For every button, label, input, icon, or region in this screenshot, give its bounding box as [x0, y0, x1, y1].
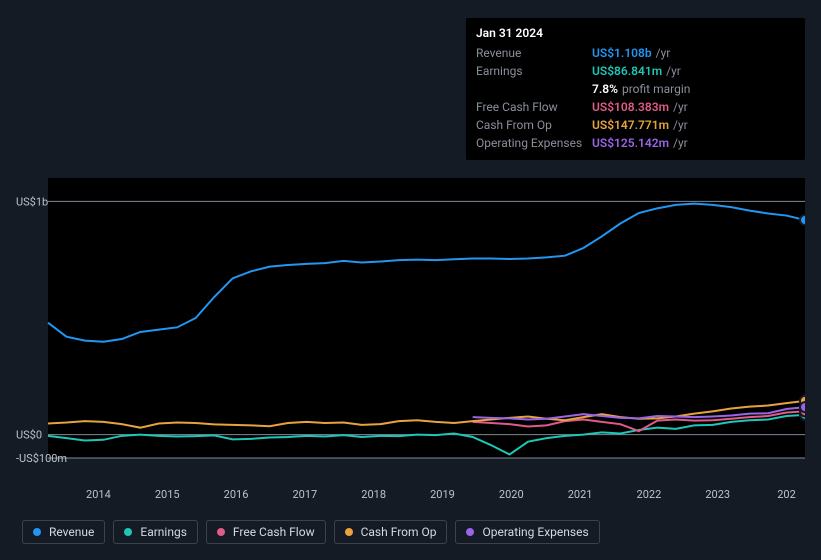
x-tick: 2023	[683, 488, 752, 501]
tooltip-value: US$147.771m	[592, 118, 669, 132]
legend-label: Cash From Op	[361, 525, 437, 539]
tooltip-label: Cash From Op	[476, 118, 592, 132]
x-tick: 2022	[615, 488, 684, 501]
tooltip-row: Operating ExpensesUS$125.142m/yr	[476, 134, 795, 152]
legend-item[interactable]: Revenue	[22, 520, 105, 544]
chart-legend: Revenue Earnings Free Cash Flow Cash From O…	[22, 520, 600, 544]
tooltip-unit: /yr	[673, 118, 688, 132]
x-tick: 2017	[270, 488, 339, 501]
legend-item[interactable]: Cash From Op	[334, 520, 448, 544]
legend-label: Earnings	[140, 525, 187, 539]
legend-label: Operating Expenses	[482, 525, 588, 539]
line-chart[interactable]: US$1bUS$0-US$100m 2014201520162017201820…	[16, 158, 805, 478]
tooltip-row: RevenueUS$1.108b/yr	[476, 44, 795, 62]
hover-tooltip: Jan 31 2024 RevenueUS$1.108b/yrEarningsU…	[466, 18, 805, 160]
tooltip-value: US$108.383m	[592, 100, 669, 114]
tooltip-value: US$1.108b	[592, 46, 652, 60]
tooltip-unit: /yr	[673, 100, 688, 114]
legend-item[interactable]: Free Cash Flow	[206, 520, 326, 544]
chart-canvas: US$1b US$0 -US$100m	[16, 158, 805, 478]
tooltip-unit: /yr	[673, 136, 688, 150]
tooltip-value: US$125.142m	[592, 136, 669, 150]
tooltip-label: Earnings	[476, 64, 592, 78]
legend-dot-icon	[124, 528, 132, 536]
svg-text:-US$100m: -US$100m	[16, 452, 67, 465]
legend-dot-icon	[345, 528, 353, 536]
legend-dot-icon	[466, 528, 474, 536]
x-axis-ticks: 2014201520162017201820192020202120222023…	[64, 488, 821, 501]
tooltip-unit: /yr	[656, 46, 671, 60]
legend-dot-icon	[33, 528, 41, 536]
tooltip-value: US$86.841m	[592, 64, 662, 78]
x-tick: 2015	[133, 488, 202, 501]
tooltip-label: Free Cash Flow	[476, 100, 592, 114]
x-tick: 2016	[202, 488, 271, 501]
legend-label: Revenue	[49, 525, 94, 539]
tooltip-value: 7.8%	[592, 82, 618, 96]
legend-label: Free Cash Flow	[233, 525, 315, 539]
tooltip-date: Jan 31 2024	[476, 26, 795, 40]
tooltip-row: Cash From OpUS$147.771m/yr	[476, 116, 795, 134]
legend-dot-icon	[217, 528, 225, 536]
tooltip-unit: /yr	[666, 64, 681, 78]
x-tick: 202	[752, 488, 821, 501]
x-tick: 2021	[546, 488, 615, 501]
x-tick: 2014	[64, 488, 133, 501]
svg-text:US$0: US$0	[16, 429, 42, 442]
x-tick: 2018	[339, 488, 408, 501]
tooltip-row: 7.8% profit margin	[476, 80, 795, 98]
x-tick: 2020	[477, 488, 546, 501]
tooltip-label: Revenue	[476, 46, 592, 60]
svg-text:US$1b: US$1b	[16, 195, 48, 208]
legend-item[interactable]: Operating Expenses	[455, 520, 599, 544]
x-tick: 2019	[408, 488, 477, 501]
tooltip-row: EarningsUS$86.841m/yr	[476, 62, 795, 80]
legend-item[interactable]: Earnings	[113, 520, 198, 544]
tooltip-label: Operating Expenses	[476, 136, 592, 150]
tooltip-note: profit margin	[622, 82, 690, 96]
tooltip-row: Free Cash FlowUS$108.383m/yr	[476, 98, 795, 116]
